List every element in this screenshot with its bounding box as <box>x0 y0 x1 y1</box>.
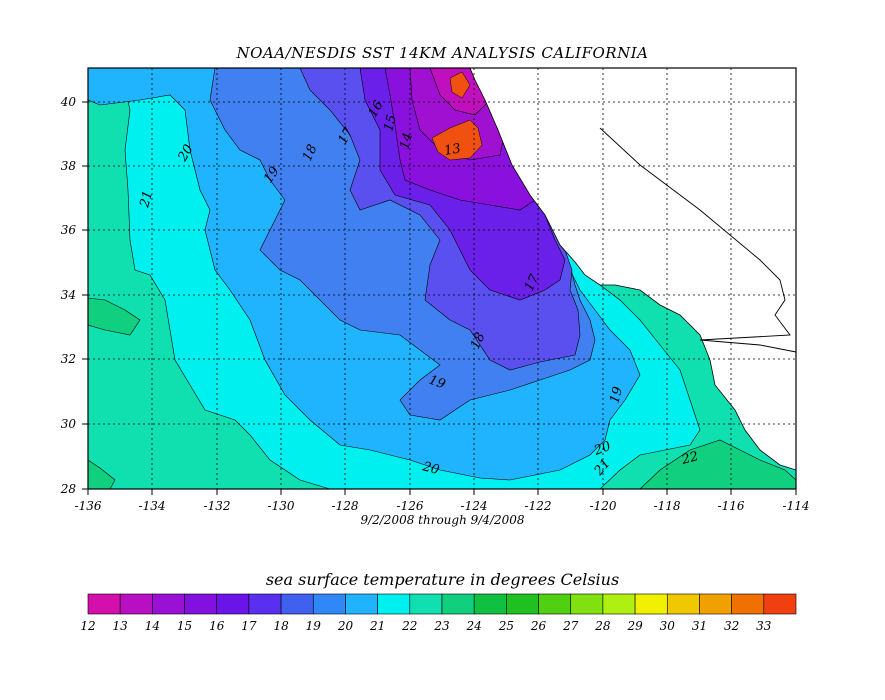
colorbar-swatch <box>216 593 250 615</box>
colorbar-swatch <box>506 593 539 615</box>
land-california <box>469 68 796 471</box>
colorbar-label: 22 <box>401 619 417 633</box>
colorbar-swatch <box>634 593 668 615</box>
colorbar-label: 12 <box>80 619 95 633</box>
contour-label: 20 <box>591 439 613 459</box>
y-tick-label: 28 <box>60 482 77 496</box>
colorbar-label: 32 <box>724 619 739 633</box>
contour-labels: 20 21 19 18 17 16 15 14 13 19 18 17 19 2… <box>137 98 700 479</box>
band-22-23 <box>639 439 796 489</box>
y-tick-label: 34 <box>61 288 76 302</box>
sst-field <box>88 68 796 489</box>
warm-patch-north-2 <box>449 71 471 99</box>
contour-label: 19 <box>607 385 626 405</box>
contour-label: 13 <box>443 141 462 159</box>
colorbar-label: 20 <box>337 619 354 633</box>
colorbar-swatch <box>570 593 604 615</box>
y-tick-labels: 28 30 32 34 36 38 40 <box>60 95 77 496</box>
colorbar-swatch <box>763 593 797 615</box>
state-border <box>599 127 791 341</box>
y-tick-label: 38 <box>61 159 77 173</box>
band-22-23-sw <box>88 459 116 489</box>
x-tick-label: -126 <box>397 499 424 513</box>
contour-label: 16 <box>365 98 386 120</box>
colorbar-label: 19 <box>306 619 322 633</box>
colorbar-swatch <box>248 593 282 615</box>
x-tick-label: -136 <box>75 499 102 513</box>
band-22-23-west <box>88 297 141 336</box>
colorbar-title: sea surface temperature in degrees Celsi… <box>265 570 620 589</box>
contour-label: 22 <box>679 449 700 468</box>
grid-lines <box>88 68 796 489</box>
y-tick-label: 32 <box>61 352 76 366</box>
x-tick-label: -130 <box>268 499 295 513</box>
contour-label: 18 <box>300 142 321 163</box>
y-tick-label: 36 <box>61 223 77 237</box>
y-tick-label: 40 <box>60 95 77 109</box>
colorbar-label: 17 <box>241 619 257 633</box>
contour-label: 17 <box>522 272 543 294</box>
x-tick-label: -116 <box>718 499 745 513</box>
colorbar-swatch <box>602 593 636 615</box>
warm-patch-north <box>431 119 483 161</box>
colorbar-label: 15 <box>177 619 192 633</box>
colorbar-label: 13 <box>113 619 129 633</box>
colorbar-label: 26 <box>530 619 547 633</box>
colorbar-label: 27 <box>562 619 579 633</box>
map-frame <box>87 67 797 490</box>
colorbar-swatch <box>666 593 700 615</box>
colorbar-label: 25 <box>498 619 514 633</box>
colorbar-label: 16 <box>209 619 225 633</box>
mexico-border <box>699 339 797 353</box>
colorbar-swatch <box>731 593 765 615</box>
map-title: NOAA/NESDIS SST 14KM ANALYSIS CALIFORNIA <box>236 44 649 62</box>
colorbar-swatch <box>280 593 314 615</box>
colorbar-swatch <box>538 593 572 615</box>
x-tick-label: -120 <box>590 499 617 513</box>
contour-label: 20 <box>420 459 441 478</box>
colorbar-swatch <box>473 593 507 615</box>
x-tick-label: -132 <box>204 499 231 513</box>
contour-label: 15 <box>381 113 400 133</box>
contour-label: 18 <box>468 330 489 351</box>
x-tick-label: -122 <box>525 499 552 513</box>
colorbar-swatch <box>441 593 475 615</box>
colorbar-label: 14 <box>145 619 160 633</box>
colorbar: 12 13 14 15 16 17 18 19 20 21 22 23 24 25 26 27 28 29 30 31… <box>80 593 797 633</box>
colorbar-label: 33 <box>756 619 772 633</box>
y-tick-label: 30 <box>61 417 77 431</box>
colorbar-label: 23 <box>433 619 450 633</box>
colorbar-swatch <box>184 593 218 615</box>
colorbar-label: 21 <box>369 619 385 633</box>
x-tick-label: -128 <box>332 499 359 513</box>
colorbar-label: 30 <box>660 619 676 633</box>
contour-label: 17 <box>335 125 357 147</box>
x-tick-label: -124 <box>461 499 488 513</box>
colorbar-label: 31 <box>692 619 707 633</box>
colorbar-swatch <box>119 593 153 615</box>
colorbar-label: 24 <box>466 619 482 633</box>
colorbar-label: 28 <box>594 619 611 633</box>
x-tick-labels: -136 -134 -132 -130 -128 -126 -124 -122 … <box>75 499 810 513</box>
colorbar-swatch <box>377 593 411 615</box>
contour-label: 14 <box>397 131 416 151</box>
x-tick-label: -114 <box>783 499 810 513</box>
colorbar-label: 18 <box>273 619 289 633</box>
contour-label: 21 <box>137 189 156 210</box>
contour-label: 19 <box>427 373 448 393</box>
date-range: 9/2/2008 through 9/4/2008 <box>360 513 525 527</box>
x-tick-label: -118 <box>654 499 681 513</box>
colorbar-swatch <box>312 593 346 615</box>
colorbar-swatch <box>345 593 378 615</box>
colorbar-swatch <box>409 593 443 615</box>
colorbar-swatch <box>699 593 732 615</box>
colorbar-swatch <box>152 593 185 615</box>
tick-marks <box>82 101 797 495</box>
x-tick-label: -134 <box>139 499 166 513</box>
colorbar-label: 29 <box>626 619 643 633</box>
colorbar-swatch <box>87 593 121 615</box>
